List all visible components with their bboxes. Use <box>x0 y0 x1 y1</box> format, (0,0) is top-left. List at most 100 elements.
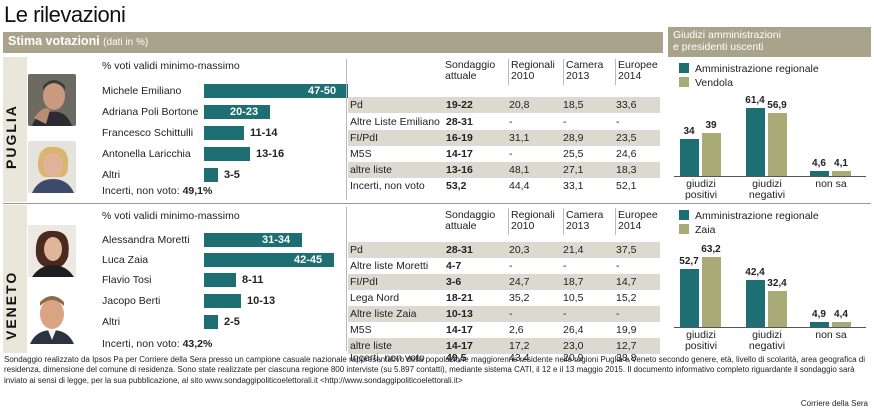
column-divider <box>508 59 509 85</box>
cell-value: 14,7 <box>616 276 637 288</box>
category-label-line: giudizi <box>686 178 716 190</box>
row-label: Altre liste Moretti <box>350 260 429 272</box>
table-row: M5S 14-17 2,6 26,4 19,9 <box>348 322 660 338</box>
portrait-moretti <box>28 225 76 277</box>
cell-value: 43,4 <box>509 352 530 364</box>
table-row: FI/PdI 16-19 31,1 28,9 23,5 <box>348 130 660 146</box>
cell-value: 25,5 <box>563 148 584 160</box>
cell-value: - <box>563 260 567 272</box>
candidate-name: Flavio Tosi <box>102 274 152 286</box>
column-divider <box>615 59 616 85</box>
candidate-row: Francesco Schittulli 11-14 <box>3 125 343 141</box>
column-divider <box>346 59 347 200</box>
row-label: Pd <box>350 244 363 256</box>
row-label: Pd <box>350 99 363 111</box>
incerti-label: Incerti, non voto: <box>102 338 180 350</box>
cell-value: - <box>616 260 620 272</box>
bar-president <box>702 257 721 327</box>
bar-president <box>768 113 787 176</box>
category-label-line: non sa <box>815 178 847 190</box>
candidate-bar <box>204 315 218 329</box>
header-text: 2010 <box>511 220 535 232</box>
cell-value: 28-31 <box>446 116 473 128</box>
candidate-row: Alessandra Moretti 31-34 <box>3 232 343 248</box>
cell-value: 3-6 <box>446 276 462 288</box>
cell-value: 16-19 <box>446 132 473 144</box>
cell-value: 35,2 <box>509 292 530 304</box>
bar-value: 32,4 <box>767 278 787 289</box>
cell-value: 15,2 <box>616 292 637 304</box>
candidate-row: Altri 2-5 <box>3 314 343 330</box>
cell-value: 38,8 <box>616 352 637 364</box>
cell-value: 48,1 <box>509 164 530 176</box>
candidate-row: Jacopo Berti 10-13 <box>3 293 343 309</box>
table-row: Pd 28-31 20,3 21,4 37,5 <box>348 242 660 258</box>
category-label-line: negativi <box>748 189 786 201</box>
table-header-camera: Camera 2013 <box>566 210 603 232</box>
table-header-regionali: Regionali 2010 <box>511 60 555 82</box>
category-label: giudizi negativi <box>740 179 794 201</box>
candidate-range: 47-50 <box>308 85 337 97</box>
cell-value: 14-17 <box>446 324 473 336</box>
candidate-name: Michele Emiliano <box>102 85 182 97</box>
bar-admin <box>680 139 699 176</box>
legend-swatch-president <box>679 77 689 87</box>
table-row: Pd 19-22 20,8 18,5 33,6 <box>348 97 660 113</box>
legend-label: Amministrazione regionale <box>695 210 819 222</box>
category-label: giudizi negativi <box>740 330 794 352</box>
category-label: giudizi positivi <box>674 179 728 201</box>
bar-admin <box>680 269 699 327</box>
cell-value: 18,3 <box>616 164 637 176</box>
bar-value: 4,9 <box>812 309 826 320</box>
candidate-range: 8-11 <box>242 274 264 286</box>
candidate-name: Luca Zaia <box>102 254 149 266</box>
table-header-europee: Europee 2014 <box>618 210 658 232</box>
main-header: Stima votazioni (dati in %) <box>3 32 663 53</box>
table-row: Lega Nord 18-21 35,2 10,5 15,2 <box>348 290 660 306</box>
bar-value: 4,6 <box>812 158 826 169</box>
region-puglia: PUGLIA % voti validi minimo-massimo Mich… <box>3 57 663 202</box>
table-header-europee: Europee 2014 <box>618 60 658 82</box>
column-divider <box>563 208 564 235</box>
table-header-sondaggio: Sondaggio attuale <box>445 60 495 82</box>
candidate-range: 2-5 <box>224 316 240 328</box>
legend-swatch-president <box>679 224 689 234</box>
cell-value: 23,0 <box>563 340 584 352</box>
bar-value: 56,9 <box>767 100 787 111</box>
cell-value: 19-22 <box>446 99 473 111</box>
header-text: 2013 <box>566 220 590 232</box>
portrait-emiliano <box>28 74 76 126</box>
table-row: Altre liste Zaia 10-13 - - - <box>348 306 660 322</box>
cell-value: 4-7 <box>446 260 462 272</box>
category-label: giudizi positivi <box>674 330 728 352</box>
portrait-zaia <box>28 292 76 344</box>
table-header-sondaggio: Sondaggio attuale <box>445 210 495 232</box>
bar-admin <box>810 322 829 327</box>
candidate-range: 3-5 <box>224 169 240 181</box>
bar-admin <box>746 280 765 327</box>
header-text: Regionali <box>511 59 555 71</box>
cell-value: 18,5 <box>563 99 584 111</box>
bar-value: 61,4 <box>745 95 765 106</box>
chart-baseline <box>674 327 866 328</box>
candidate-row: Adriana Poli Bortone 20-23 <box>3 104 343 120</box>
row-label: Altre Liste Emiliano <box>350 116 440 128</box>
table-row: FI/PdI 3-6 24,7 18,7 14,7 <box>348 274 660 290</box>
judgement-chart-puglia: Amministrazione regionale Vendola 34 39 giud… <box>668 57 871 202</box>
candidate-row: Flavio Tosi 8-11 <box>3 272 343 288</box>
bar-value: 52,7 <box>679 256 699 267</box>
row-label: Lega Nord <box>350 292 400 304</box>
cell-value: 14-17 <box>446 340 473 352</box>
cell-value: - <box>509 260 513 272</box>
bar-admin <box>810 171 829 176</box>
category-label-line: giudizi <box>686 329 716 341</box>
candidate-name: Altri <box>102 316 121 328</box>
side-header-line1: Giudizi amministrazioni <box>673 29 781 41</box>
candidate-bar <box>204 233 302 247</box>
candidate-name: Francesco Schittulli <box>102 127 194 139</box>
candidate-name: Altri <box>102 169 121 181</box>
portrait-poli-bortone <box>28 141 76 193</box>
cell-value: 18-21 <box>446 292 473 304</box>
cell-value: 28-31 <box>446 244 473 256</box>
cell-value: 31,1 <box>509 132 530 144</box>
